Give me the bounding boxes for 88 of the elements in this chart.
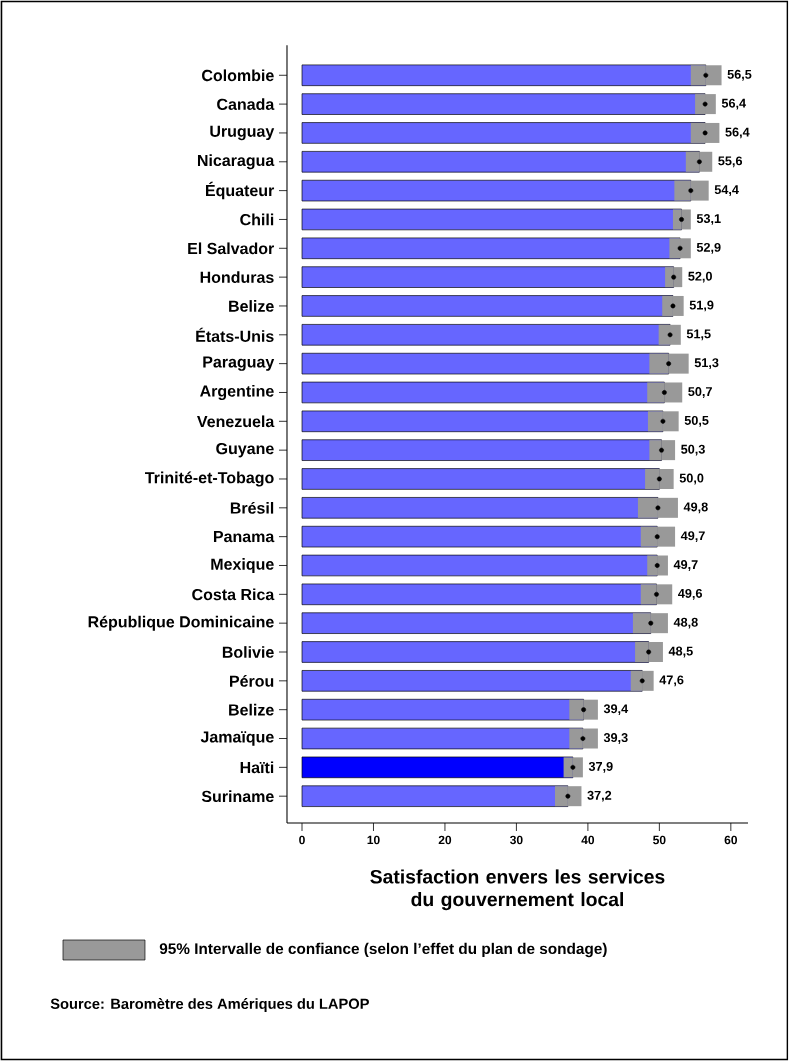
y-tick-label: Mexique (211, 558, 274, 573)
point (656, 476, 662, 482)
y-tick-label: Honduras (200, 271, 274, 283)
point (702, 130, 708, 136)
data-label: 55,6 (718, 156, 743, 168)
data-label: 53,1 (696, 214, 721, 225)
y-tick-label: Guyane (216, 442, 274, 458)
y-tick-label: Colombie (202, 69, 274, 82)
data-label: 51,5 (686, 329, 711, 341)
point (661, 390, 667, 395)
data-label: 50,0 (679, 473, 704, 485)
y-tick-label: Suriname (201, 790, 274, 803)
point (654, 563, 660, 568)
y-tick-label: Équateur (206, 181, 275, 200)
data-label: 56,4 (725, 127, 750, 139)
data-label: 39,3 (603, 733, 628, 744)
y-tick-label: République Dominicaine (88, 615, 274, 631)
y-tick-label: Uruguay (210, 125, 275, 141)
point (580, 736, 586, 741)
point (688, 188, 694, 194)
data-label: 52,9 (696, 242, 721, 254)
x-tick-label: 30 (510, 835, 523, 845)
y-tick-label: Bolivie (222, 646, 274, 658)
point (666, 361, 672, 367)
y-tick-label: Haïti (240, 761, 274, 774)
data-label: 47,6 (659, 675, 684, 687)
point (654, 534, 660, 540)
point (648, 620, 654, 626)
x-tick-label: 10 (367, 835, 380, 845)
data-label: 48,5 (668, 646, 693, 658)
y-tick-label: Trinité-et-Tobago (145, 471, 274, 487)
x-tick-label: 50 (653, 835, 666, 845)
point (696, 159, 702, 165)
point (671, 274, 677, 280)
y-tick-label: Brésil (230, 501, 274, 514)
y-tick-label: Panama (213, 531, 275, 543)
data-label: 51,9 (689, 300, 714, 312)
y-tick-label: Belize (229, 300, 274, 312)
point (667, 332, 673, 338)
data-label: 52,0 (688, 271, 712, 283)
y-tick-label: Paraguay (203, 356, 275, 371)
point (565, 793, 571, 799)
data-label: 48,8 (673, 617, 698, 629)
source-note: Source: Baromètre des Amériques du LAPOP (50, 998, 369, 1012)
text: 95% Intervalle de confiance (selon l’effet du plan de sondage) (159, 942, 607, 958)
data-label: 50,5 (684, 415, 709, 427)
x-tick-label: 20 (438, 835, 452, 845)
point (646, 649, 652, 655)
y-tick-label: Belize (229, 703, 274, 716)
data-label: 50,7 (688, 387, 712, 398)
point (703, 72, 709, 78)
point (655, 505, 661, 511)
point (570, 764, 576, 770)
data-label: 49,8 (683, 502, 708, 514)
point (679, 217, 684, 222)
y-tick-label: Chili (240, 213, 274, 226)
point (702, 101, 708, 107)
point (581, 707, 587, 713)
data-label: 37,2 (587, 790, 612, 802)
point (639, 678, 645, 684)
point (660, 418, 666, 424)
x-tick-label: 60 (724, 835, 738, 845)
y-tick-label: États-Unis (196, 327, 274, 342)
y-tick-label: Pérou (230, 674, 274, 687)
data-label: 56,5 (727, 69, 752, 81)
data-label: 39,4 (603, 704, 629, 716)
point (677, 245, 683, 251)
y-tick-label: Canada (217, 98, 275, 110)
point (659, 447, 664, 453)
x-axis-title: Satisfaction envers les services du gouvernement local (370, 869, 665, 911)
x-tick-label: 40 (581, 835, 595, 845)
y-tick-label: Jamaïque (200, 731, 274, 746)
data-label: 37,9 (588, 761, 613, 773)
x-tick-label: 0 (299, 835, 305, 845)
data-label: 56,4 (721, 98, 747, 110)
data-label: 49,6 (678, 588, 703, 600)
y-tick-label: Venezuela (197, 415, 275, 428)
data-label: 54,4 (714, 185, 739, 196)
data-label: 49,7 (680, 531, 705, 543)
data-label: 51,3 (694, 358, 719, 370)
y-tick-label: Costa Rica (192, 588, 275, 601)
point (670, 303, 676, 309)
y-tick-label: Nicaragua (197, 154, 275, 170)
y-tick-label: El Salvador (188, 242, 275, 255)
point (654, 591, 659, 597)
data-label: 50,3 (681, 444, 705, 456)
data-label: 49,7 (673, 560, 698, 571)
y-tick-label: Argentine (200, 384, 274, 400)
